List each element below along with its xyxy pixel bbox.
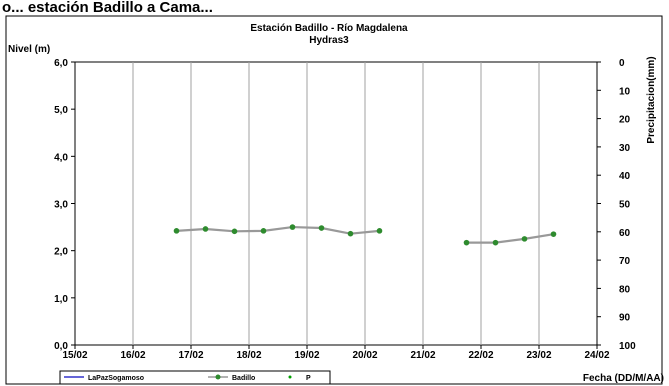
data-point-badillo <box>231 228 238 235</box>
y-tick-label: 6,0 <box>54 58 68 69</box>
data-point-badillo <box>318 225 325 231</box>
y-tick-label: 1,0 <box>54 294 68 305</box>
x-axis: 15/02 16/02 17/02 18/02 19/02 20/02 21/02 22/02… <box>62 345 610 361</box>
y-axis-label: Nivel (m) <box>8 44 50 55</box>
grid <box>132 62 540 345</box>
x-axis-label: Fecha (DD/M/AA) <box>583 373 664 384</box>
data-point-badillo <box>463 239 470 246</box>
legend-label-p: P <box>306 375 311 382</box>
y2-tick-label: 40 <box>619 171 631 182</box>
y2-tick-label: 10 <box>619 86 631 97</box>
legend-marker-badillo <box>215 374 221 380</box>
y2-tick-label: 50 <box>619 200 631 211</box>
y2-tick-label: 70 <box>619 256 631 267</box>
chart-frame <box>5 15 663 385</box>
y2-tick-label: 20 <box>619 115 631 126</box>
series-line-badillo <box>466 233 554 244</box>
x-tick-label: 22/02 <box>468 350 493 361</box>
x-tick-label: 21/02 <box>410 350 435 361</box>
data-point-badillo <box>550 231 557 237</box>
y2-axis-label: Precipitacion(mm) <box>646 56 657 143</box>
y-tick-label: 0,0 <box>54 341 68 352</box>
data-point-badillo <box>376 228 383 234</box>
y2-tick-label: 60 <box>619 228 631 239</box>
y-tick-label: 2,0 <box>54 247 68 258</box>
y2-tick-label: 0 <box>619 58 625 69</box>
series-badillo <box>173 224 557 246</box>
data-point-badillo <box>289 224 296 230</box>
x-tick-label: 18/02 <box>236 350 261 361</box>
series-line-badillo <box>176 225 380 235</box>
y-axis: 0,0 1,0 2,0 3,0 4,0 5,0 6,0 <box>54 58 75 352</box>
x-tick-label: 24/02 <box>584 350 609 361</box>
chart-title: Estación Badillo - Río Magdalena <box>250 23 408 34</box>
x-tick-label: 19/02 <box>294 350 319 361</box>
legend-label-lapazsogamoso: LaPazSogamoso <box>88 375 144 382</box>
y2-tick-label: 30 <box>619 143 631 154</box>
chart-subtitle: Hydras3 <box>309 35 349 46</box>
y2-axis: 0 10 20 30 40 50 60 70 80 90 100 <box>597 58 636 352</box>
data-point-badillo <box>492 239 499 246</box>
x-tick-label: 23/02 <box>526 350 551 361</box>
data-point-badillo <box>173 228 180 234</box>
data-point-badillo <box>260 228 267 234</box>
data-point-badillo <box>202 226 209 232</box>
data-point-badillo <box>521 236 528 242</box>
x-tick-label: 17/02 <box>178 350 203 361</box>
legend-marker-p <box>288 375 292 379</box>
page-top-text: o... estación Badillo a Cama... <box>2 0 213 16</box>
y-tick-label: 3,0 <box>54 200 68 211</box>
x-tick-label: 16/02 <box>120 350 145 361</box>
y2-tick-label: 90 <box>619 313 631 324</box>
data-point-badillo <box>347 230 354 237</box>
y2-tick-label: 100 <box>619 341 636 352</box>
y-tick-label: 5,0 <box>54 105 68 116</box>
y2-tick-label: 80 <box>619 284 631 295</box>
x-tick-label: 20/02 <box>352 350 377 361</box>
x-tick-label: 15/02 <box>62 350 87 361</box>
legend <box>59 370 331 385</box>
y-tick-label: 4,0 <box>54 152 68 163</box>
legend-label-badillo: Badillo <box>232 375 255 382</box>
